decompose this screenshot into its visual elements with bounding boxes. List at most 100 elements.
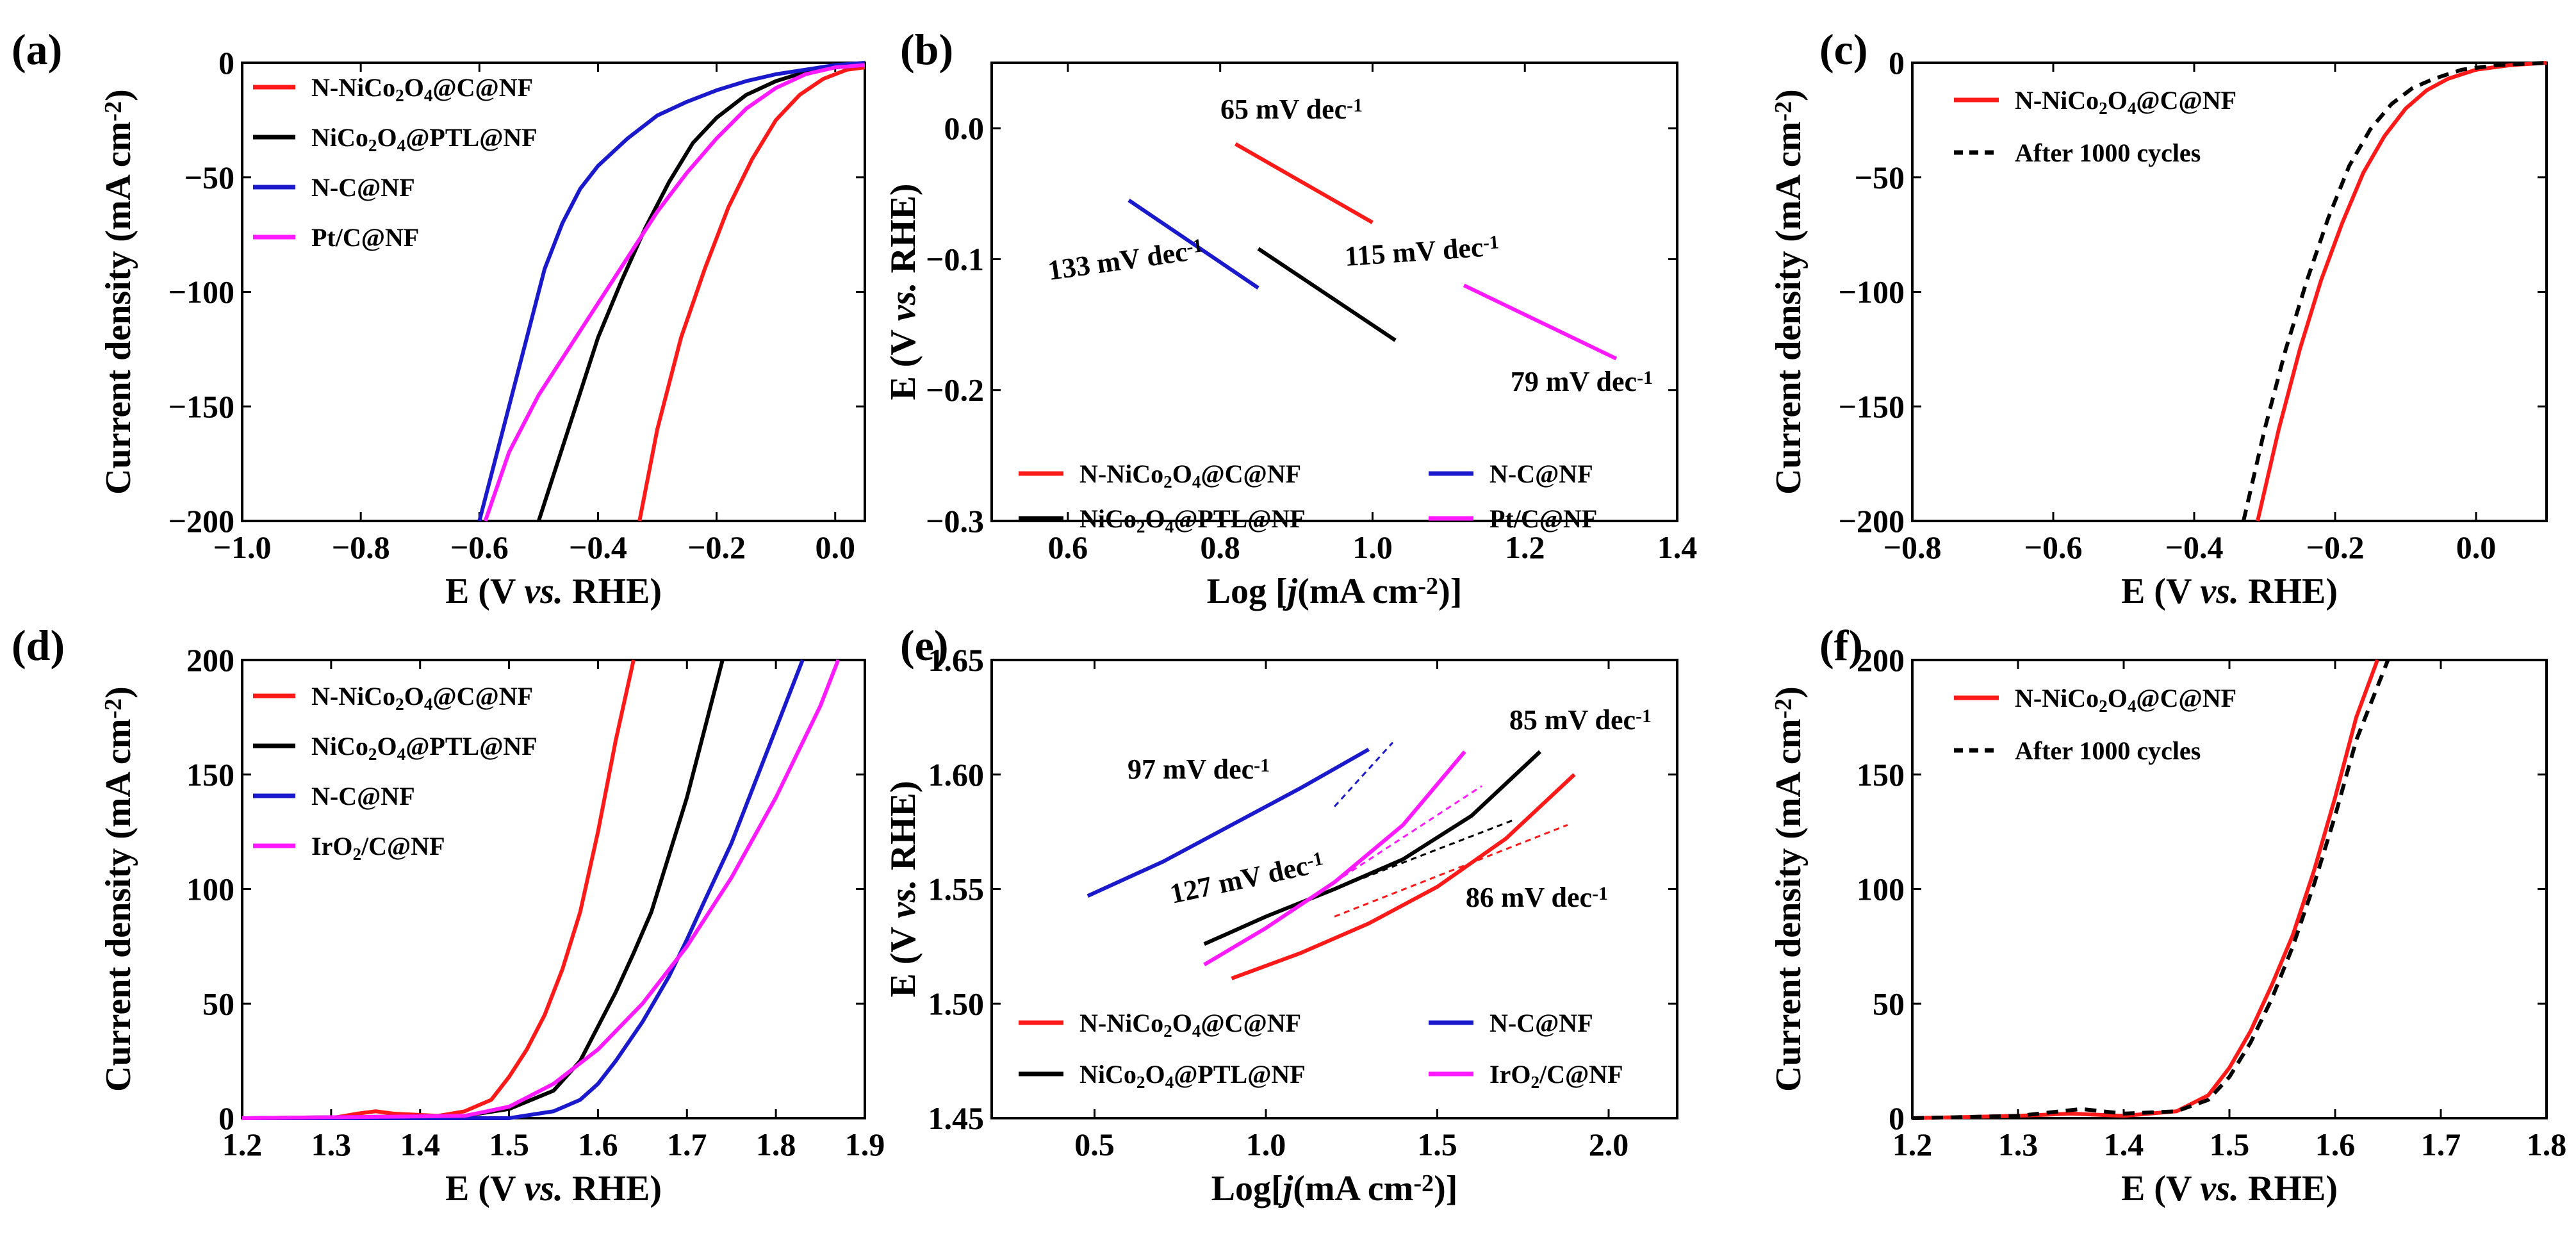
slope-annotation: 79 mV dec-1 xyxy=(1511,366,1653,397)
slope-annotation: 115 mV dec-1 xyxy=(1343,230,1500,272)
y-tick-label: 0 xyxy=(1889,45,1905,81)
y-tick-label: 200 xyxy=(1857,642,1905,678)
x-tick-label: −0.4 xyxy=(569,529,627,565)
x-tick-label: −0.4 xyxy=(2165,529,2224,565)
slope-annotation: 97 mV dec-1 xyxy=(1128,754,1270,785)
x-tick-label: 1.5 xyxy=(2210,1127,2250,1162)
series-line-red xyxy=(1234,142,1374,224)
chart-a: (a) −1.0 −0.8 −0.6 −0.4 −0.2 0.0 −200 −150 −100 −5… xyxy=(12,25,866,611)
series-line-red xyxy=(242,659,636,1120)
fit-line xyxy=(1333,741,1394,807)
x-axis-title: E (V vs. RHE) xyxy=(2121,572,2338,611)
y-tick-label: −200 xyxy=(168,503,235,539)
series-line-black xyxy=(1257,247,1397,342)
legend-label: After 1000 cycles xyxy=(2015,736,2201,765)
y-axis-title: Current density (mA cm-2) xyxy=(1769,686,1809,1092)
x-tick-label: 0.0 xyxy=(815,529,855,565)
panel-label: (e) xyxy=(900,621,948,670)
y-tick-label: −0.3 xyxy=(926,503,984,539)
legend-label: Pt/C@NF xyxy=(311,223,419,252)
y-tick-label: −50 xyxy=(1855,160,1905,195)
series-line-black xyxy=(1912,659,2390,1120)
y-tick-label: −0.1 xyxy=(926,241,984,277)
chart-e: (e) 0.5 1.0 1.5 2.0 1.45 1.50 1.55 1.60 1.65 Log[j… xyxy=(883,621,1678,1209)
x-tick-label: 0.8 xyxy=(1200,529,1240,565)
x-tick-label: 1.0 xyxy=(1352,529,1393,565)
legend-label: N-C@NF xyxy=(311,173,415,202)
x-tick-label: 0.0 xyxy=(2456,529,2497,565)
chart-d: (d) 1.2 1.3 1.4 1.5 1.6 1.7 1.8 1.9 0 50 100 150 200 E… xyxy=(12,621,885,1209)
plot-frame xyxy=(1911,659,2548,1119)
y-tick-label: 1.50 xyxy=(928,986,985,1021)
y-axis-title: Current density (mA cm-2) xyxy=(99,686,138,1092)
x-tick-label: 1.3 xyxy=(311,1127,352,1162)
x-tick-label: −0.2 xyxy=(2306,529,2365,565)
series-line-blue xyxy=(1087,747,1370,898)
legend-label: After 1000 cycles xyxy=(2015,138,2201,167)
x-tick-label: 2.0 xyxy=(1589,1127,1629,1162)
chart-c: (c) −0.8 −0.6 −0.4 −0.2 0.0 −200 −150 −100 −50 0 E … xyxy=(1769,25,2548,611)
legend-label: N-NiCo2O4@C@NF xyxy=(1079,459,1301,491)
x-tick-label: −1.0 xyxy=(213,529,272,565)
y-tick-label: −150 xyxy=(1839,388,1905,424)
panel-label: (a) xyxy=(12,25,62,74)
panel-label: (f) xyxy=(1819,621,1863,670)
series-line-red xyxy=(2256,61,2547,522)
legend-label: N-NiCo2O4@C@NF xyxy=(2015,86,2236,118)
legend-label: NiCo2O4@PTL@NF xyxy=(311,732,537,764)
x-axis-title: Log [j(mA cm-2)] xyxy=(1207,572,1463,611)
series-line-black xyxy=(1203,750,1542,946)
y-tick-label: −150 xyxy=(168,388,235,424)
y-tick-label: −200 xyxy=(1839,503,1905,539)
series-line-blue xyxy=(477,61,866,522)
y-axis-title: Current density (mA cm-2) xyxy=(1769,89,1809,495)
x-axis-title: E (V vs. RHE) xyxy=(445,572,662,611)
fit-line xyxy=(1334,785,1482,884)
y-tick-label: −50 xyxy=(185,160,235,195)
panel-label: (b) xyxy=(900,25,953,74)
legend: N-NiCo2O4@C@NF NiCo2O4@PTL@NF N-C@NF Pt/C@N… xyxy=(253,73,537,252)
legend-label: N-NiCo2O4@C@NF xyxy=(311,682,533,714)
y-tick-label: 1.55 xyxy=(928,871,985,907)
plot-frame xyxy=(241,659,866,1119)
x-tick-label: 1.0 xyxy=(1246,1127,1286,1162)
y-tick-label: 50 xyxy=(1873,986,1905,1021)
legend-label: NiCo2O4@PTL@NF xyxy=(1079,1060,1306,1092)
panel-label: (c) xyxy=(1819,25,1867,74)
x-axis-title: E (V vs. RHE) xyxy=(445,1169,662,1209)
x-axis-title: E (V vs. RHE) xyxy=(2121,1169,2338,1209)
y-tick-label: 150 xyxy=(1857,757,1905,793)
y-tick-label: −100 xyxy=(1839,274,1905,310)
legend-label: Pt/C@NF xyxy=(1489,504,1597,533)
legend-label: N-NiCo2O4@C@NF xyxy=(311,73,533,105)
legend-label: N-NiCo2O4@C@NF xyxy=(2015,684,2236,716)
slope-annotation: 133 mV dec-1 xyxy=(1046,233,1206,286)
slope-annotation: 86 mV dec-1 xyxy=(1466,882,1608,913)
legend: N-NiCo2O4@C@NF NiCo2O4@PTL@NF N-C@NF Pt/C@N… xyxy=(1019,459,1597,536)
x-tick-label: 1.2 xyxy=(222,1127,263,1162)
series-line-red xyxy=(1912,659,2379,1120)
chart-f: (f) 1.2 1.3 1.4 1.5 1.6 1.7 1.8 0 50 100 150 200 E (V… xyxy=(1769,621,2566,1209)
x-tick-label: −0.2 xyxy=(687,529,746,565)
x-tick-label: 1.2 xyxy=(1892,1127,1933,1162)
x-tick-label: 1.3 xyxy=(1998,1127,2039,1162)
series-line-red xyxy=(1231,773,1576,980)
legend-label: N-C@NF xyxy=(1489,1009,1593,1037)
series-line-magenta xyxy=(242,659,841,1120)
y-tick-label: 100 xyxy=(186,871,234,907)
x-tick-label: 1.4 xyxy=(400,1127,440,1162)
series-line-magenta xyxy=(1463,283,1618,361)
y-tick-label: −0.2 xyxy=(926,372,984,408)
series-line-blue xyxy=(242,659,805,1120)
x-tick-label: 1.7 xyxy=(2421,1127,2461,1162)
legend: N-NiCo2O4@C@NF NiCo2O4@PTL@NF N-C@NF IrO2/C… xyxy=(253,682,537,864)
y-tick-label: 0.0 xyxy=(944,110,985,146)
legend-label: NiCo2O4@PTL@NF xyxy=(311,123,537,155)
series-line-black xyxy=(537,63,866,522)
y-tick-label: 50 xyxy=(202,986,234,1021)
y-axis-title: Current density (mA cm-2) xyxy=(99,89,138,495)
legend-label: N-C@NF xyxy=(1489,459,1593,488)
x-tick-label: 1.8 xyxy=(2527,1127,2567,1162)
legend-label: N-NiCo2O4@C@NF xyxy=(1079,1009,1301,1041)
y-axis-title: E (V vs. RHE) xyxy=(883,780,923,997)
